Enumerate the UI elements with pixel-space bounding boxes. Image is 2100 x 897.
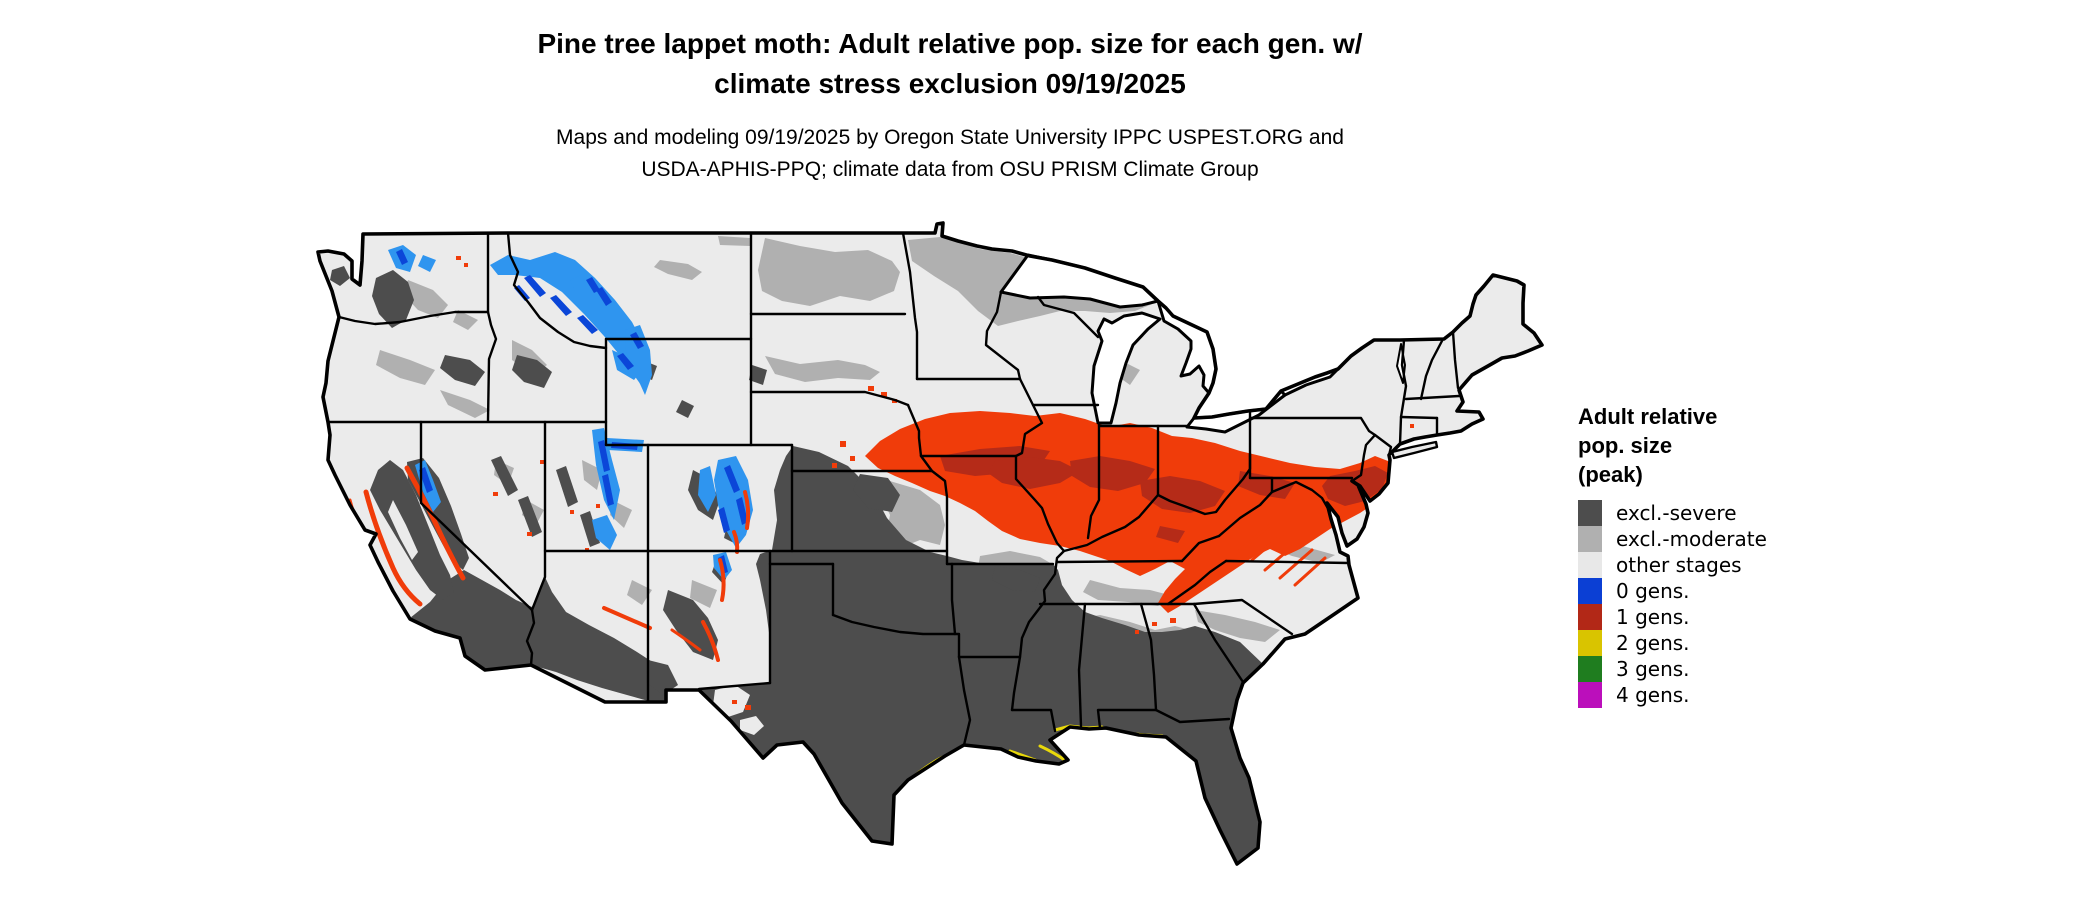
layer-gen1-red-core — [940, 446, 1388, 543]
legend-swatch — [1578, 578, 1602, 604]
legend-item-label: 1 gens. — [1616, 605, 1690, 629]
map-subtitle: Maps and modeling 09/19/2025 by Oregon S… — [0, 122, 1900, 186]
legend-item: 3 gens. — [1578, 656, 1767, 682]
great-lakes — [999, 253, 1406, 434]
legend-item-label: 4 gens. — [1616, 683, 1690, 707]
map-title-line2: climate stress exclusion 09/19/2025 — [714, 68, 1186, 99]
legend-title: Adult relative pop. size (peak) — [1578, 402, 1767, 489]
legend-item: other stages — [1578, 552, 1767, 578]
us-map — [316, 221, 1544, 866]
legend: Adult relative pop. size (peak) excl.-se… — [1578, 402, 1767, 708]
state-borders — [326, 231, 1461, 747]
legend-item-label: 0 gens. — [1616, 579, 1690, 603]
legend-swatch — [1578, 526, 1602, 552]
legend-swatch — [1578, 630, 1602, 656]
lake-michigan — [1090, 311, 1162, 425]
legend-item-label: excl.-severe — [1616, 501, 1737, 525]
legend-item-label: other stages — [1616, 553, 1742, 577]
legend-title-line2: pop. size — [1578, 433, 1673, 458]
legend-item-label: 2 gens. — [1616, 631, 1690, 655]
us-outline — [316, 221, 1544, 866]
legend-items: excl.-severe excl.-moderate other stages… — [1578, 500, 1767, 708]
legend-title-line1: Adult relative — [1578, 404, 1718, 429]
map-subtitle-line1: Maps and modeling 09/19/2025 by Oregon S… — [556, 126, 1344, 149]
layer-gen0-blue — [396, 249, 748, 574]
legend-item: 2 gens. — [1578, 630, 1767, 656]
map-subtitle-line2: USDA-APHIS-PPQ; climate data from OSU PR… — [641, 158, 1259, 181]
legend-swatch — [1578, 656, 1602, 682]
legend-swatch — [1578, 552, 1602, 578]
legend-swatch — [1578, 500, 1602, 526]
legend-item: excl.-moderate — [1578, 526, 1767, 552]
legend-item: 1 gens. — [1578, 604, 1767, 630]
legend-swatch — [1578, 604, 1602, 630]
legend-item-label: excl.-moderate — [1616, 527, 1767, 551]
long-island — [1390, 440, 1439, 460]
legend-item: 4 gens. — [1578, 682, 1767, 708]
legend-item: 0 gens. — [1578, 578, 1767, 604]
legend-title-line3: (peak) — [1578, 462, 1643, 487]
us-map-container — [240, 160, 1580, 892]
legend-item: excl.-severe — [1578, 500, 1767, 526]
header: Pine tree lappet moth: Adult relative po… — [0, 24, 1900, 186]
map-title-line1: Pine tree lappet moth: Adult relative po… — [537, 28, 1363, 59]
legend-item-label: 3 gens. — [1616, 657, 1690, 681]
legend-swatch — [1578, 682, 1602, 708]
